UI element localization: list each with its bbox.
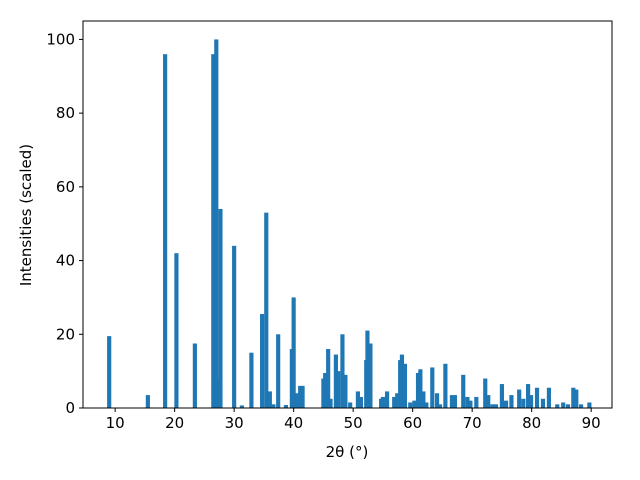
bar	[340, 334, 345, 408]
x-tick-label: 50	[344, 414, 363, 432]
bar	[468, 400, 473, 408]
bar	[211, 54, 216, 409]
bar	[355, 391, 360, 408]
bar	[452, 395, 457, 408]
y-tick-label: 20	[56, 325, 75, 343]
x-tick-label: 60	[403, 414, 422, 432]
bar	[503, 400, 509, 408]
bar	[571, 387, 576, 408]
x-tick-label: 90	[582, 414, 601, 432]
plot-frame	[82, 20, 613, 409]
bar	[283, 405, 288, 408]
bar	[260, 314, 265, 408]
bar	[578, 404, 584, 408]
bar	[517, 389, 522, 408]
bar	[430, 367, 435, 408]
bar	[399, 354, 405, 408]
bar	[540, 398, 546, 408]
x-tick-label: 20	[165, 414, 184, 432]
bar	[271, 404, 276, 408]
bar	[474, 396, 479, 408]
bar	[437, 404, 443, 408]
bar	[107, 336, 112, 408]
bar	[526, 384, 531, 408]
bar	[232, 245, 237, 408]
bar	[336, 371, 341, 408]
bar	[483, 378, 488, 408]
bar	[300, 385, 305, 408]
bar	[358, 396, 363, 408]
bar	[333, 354, 338, 408]
bar	[402, 363, 408, 408]
bar	[163, 54, 168, 409]
bar	[249, 352, 254, 408]
bar	[145, 395, 150, 408]
bar	[291, 297, 296, 408]
bar	[215, 378, 221, 408]
bar	[192, 343, 197, 408]
bar	[384, 391, 390, 408]
bar	[174, 253, 179, 408]
x-axis-label: 2θ (°)	[326, 443, 369, 461]
bar	[555, 404, 560, 408]
bar	[490, 404, 495, 408]
bar	[509, 395, 514, 408]
bar	[493, 404, 499, 408]
bar	[461, 374, 466, 408]
y-tick-label: 80	[56, 104, 75, 122]
bar	[434, 393, 440, 408]
y-tick-label: 40	[56, 252, 75, 270]
bar	[326, 349, 331, 408]
bar	[465, 396, 470, 408]
bar	[412, 400, 417, 408]
bar	[264, 212, 269, 408]
bar	[368, 343, 373, 408]
bar	[415, 372, 421, 408]
bar	[380, 396, 385, 408]
bar	[323, 372, 328, 408]
bar	[392, 396, 397, 408]
x-tick-label: 10	[106, 414, 125, 432]
bar	[276, 334, 281, 408]
bar	[486, 395, 491, 408]
bar	[421, 391, 426, 408]
bar	[521, 398, 526, 408]
bar	[499, 384, 504, 408]
bar	[343, 374, 348, 408]
x-tick-label: 30	[225, 414, 244, 432]
y-axis-label: Intensities (scaled)	[17, 144, 35, 286]
bar	[534, 387, 540, 408]
bar	[348, 402, 353, 408]
bar	[408, 402, 413, 408]
x-tick-label: 80	[522, 414, 541, 432]
bar	[565, 404, 571, 408]
bar	[528, 395, 534, 408]
bar	[298, 385, 303, 408]
bar	[418, 369, 423, 408]
x-tick-label: 70	[463, 414, 482, 432]
bar	[546, 387, 552, 408]
bar	[449, 395, 455, 408]
bar	[574, 389, 579, 408]
bar	[587, 402, 592, 408]
y-tick-label: 100	[46, 30, 75, 48]
x-tick-label: 40	[284, 414, 303, 432]
bar	[295, 393, 300, 408]
bar	[365, 330, 370, 408]
bar	[218, 208, 223, 408]
bar	[561, 402, 566, 408]
bar	[443, 363, 448, 408]
y-tick-label: 60	[56, 178, 75, 196]
bar	[267, 391, 272, 408]
bar	[214, 39, 219, 409]
bar	[395, 393, 400, 408]
y-tick-label: 0	[65, 399, 75, 417]
bar	[239, 405, 244, 408]
bar	[424, 402, 429, 408]
bar	[328, 398, 333, 408]
